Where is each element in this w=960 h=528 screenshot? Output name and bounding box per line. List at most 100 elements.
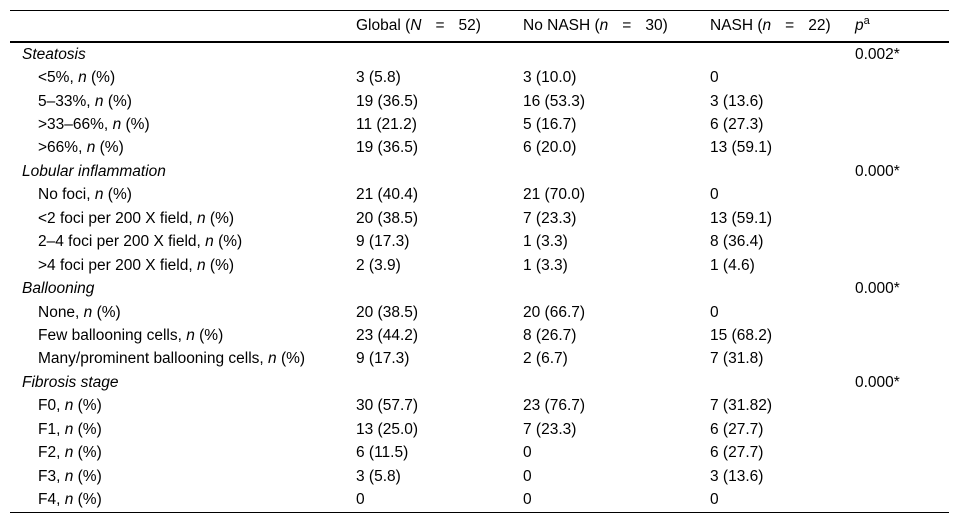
row-label: F2, n (%): [10, 444, 356, 462]
row-label-suffix: (%): [73, 491, 102, 509]
row-label: Steatosis: [10, 46, 356, 64]
header-col-no-nash: No NASH (n = 30): [523, 17, 710, 35]
row-label-var: n: [94, 186, 104, 204]
row-label-text: >66%,: [38, 139, 87, 157]
row-label-text: >4 foci per 200 X field,: [38, 256, 197, 274]
cell-no-nash: 0: [523, 491, 532, 509]
table-header-row: Global (N = 52) No NASH (n = 30) NASH (n = 22)…: [10, 11, 949, 43]
table-row: None, n (%) 20 (38.5) 20 (66.7) 0: [10, 301, 949, 324]
cell-nash: 3 (13.6): [710, 92, 764, 110]
table-row: F3, n (%) 3 (5.8) 0 3 (13.6): [10, 465, 949, 488]
equals-sign: =: [622, 17, 632, 34]
table-row: <5%, n (%) 3 (5.8) 3 (10.0) 0: [10, 66, 949, 89]
row-label: <2 foci per 200 X field, n (%): [10, 210, 356, 228]
row-label-var: n: [64, 467, 74, 485]
row-label: >4 foci per 200 X field, n (%): [10, 257, 356, 275]
header-global-text: Global (: [356, 17, 411, 34]
row-label-text: F4,: [38, 491, 65, 509]
cell-no-nash: 0: [523, 467, 532, 485]
row-label-suffix: (%): [92, 303, 121, 321]
row-label-suffix: (%): [103, 186, 132, 204]
header-nash-n: 22): [808, 17, 831, 34]
table-row: No foci, n (%) 21 (40.4) 21 (70.0) 0: [10, 184, 949, 207]
equals-sign: =: [785, 17, 795, 34]
cell-global: 3 (5.8): [356, 467, 401, 485]
row-label: >33–66%, n (%): [10, 116, 356, 134]
table-row: Steatosis 0.002*: [10, 43, 949, 66]
row-label-suffix: (%): [73, 397, 102, 415]
cell-nash: 6 (27.3): [710, 116, 764, 134]
cell-nash: 15 (68.2): [710, 326, 773, 344]
cell-global: 20 (38.5): [356, 209, 419, 227]
row-label-suffix: (%): [103, 92, 132, 110]
header-nash-var: n: [762, 17, 772, 34]
cell-no-nash: 1 (3.3): [523, 233, 568, 251]
header-col-nash: NASH (n = 22): [710, 17, 855, 35]
table-body: Steatosis 0.002* <5%, n (%) 3 (5.8) 3 (1…: [10, 43, 949, 512]
cell-global: 30 (57.7): [356, 397, 419, 415]
row-label-var: n: [112, 116, 122, 134]
row-label: F1, n (%): [10, 421, 356, 439]
row-label: No foci, n (%): [10, 186, 356, 204]
table-row: Few ballooning cells, n (%) 23 (44.2) 8 …: [10, 324, 949, 347]
cell-global: 9 (17.3): [356, 350, 410, 368]
table-row: Lobular inflammation 0.000*: [10, 160, 949, 183]
table-row: >66%, n (%) 19 (36.5) 6 (20.0) 13 (59.1): [10, 137, 949, 160]
row-label-text: F0,: [38, 397, 65, 415]
row-label-text: No foci,: [38, 186, 95, 204]
cell-no-nash: 23 (76.7): [523, 397, 586, 415]
cell-global: 21 (40.4): [356, 186, 419, 204]
header-no-nash-n: 30): [645, 17, 668, 34]
cell-no-nash: 5 (16.7): [523, 116, 577, 134]
row-label-var: n: [94, 92, 104, 110]
row-label-var: n: [196, 209, 206, 227]
header-nash-text: NASH (: [710, 17, 763, 34]
cell-nash: 3 (13.6): [710, 467, 764, 485]
row-label-text: Few ballooning cells,: [38, 326, 187, 344]
row-label-suffix: (%): [73, 467, 102, 485]
row-label-text: Steatosis: [22, 45, 86, 63]
row-label-var: n: [83, 303, 93, 321]
cell-global: 0: [356, 491, 365, 509]
row-label: None, n (%): [10, 304, 356, 322]
row-label: F0, n (%): [10, 397, 356, 415]
row-label-suffix: (%): [194, 326, 224, 344]
row-label-text: F1,: [38, 420, 65, 438]
cell-global: 20 (38.5): [356, 303, 419, 321]
row-label: Ballooning: [10, 280, 356, 298]
row-label-suffix: (%): [276, 350, 306, 368]
cell-p-value: 0.000*: [855, 373, 900, 391]
equals-sign: =: [435, 17, 445, 34]
row-label-text: Lobular inflammation: [22, 162, 166, 180]
cell-no-nash: 2 (6.7): [523, 350, 568, 368]
row-label: >66%, n (%): [10, 139, 356, 157]
row-label-text: >33–66%,: [38, 116, 113, 134]
cell-nash: 6 (27.7): [710, 420, 764, 438]
cell-nash: 1 (4.6): [710, 256, 755, 274]
row-label-var: n: [268, 350, 277, 368]
cell-nash: 6 (27.7): [710, 444, 764, 462]
header-col-global: Global (N = 52): [356, 17, 523, 35]
cell-global: 9 (17.3): [356, 233, 410, 251]
cell-p-value: 0.000*: [855, 162, 900, 180]
table-row: 5–33%, n (%) 19 (36.5) 16 (53.3) 3 (13.6…: [10, 90, 949, 113]
cell-global: 3 (5.8): [356, 69, 401, 87]
row-label-var: n: [64, 491, 74, 509]
row-label-var: n: [86, 139, 96, 157]
row-label: F3, n (%): [10, 468, 356, 486]
table-row: >33–66%, n (%) 11 (21.2) 5 (16.7) 6 (27.…: [10, 113, 949, 136]
cell-nash: 7 (31.82): [710, 397, 773, 415]
row-label-var: n: [64, 397, 74, 415]
cell-no-nash: 7 (23.3): [523, 209, 577, 227]
cell-nash: 8 (36.4): [710, 233, 764, 251]
row-label-text: 2–4 foci per 200 X field,: [38, 233, 206, 251]
table-row: 2–4 foci per 200 X field, n (%) 9 (17.3)…: [10, 231, 949, 254]
p-value-symbol: p: [855, 17, 864, 34]
row-label-suffix: (%): [95, 139, 124, 157]
row-label-text: None,: [38, 303, 84, 321]
histology-comparison-table: Global (N = 52) No NASH (n = 30) NASH (n = 22)…: [10, 10, 949, 513]
row-label: <5%, n (%): [10, 69, 356, 87]
row-label-var: n: [64, 444, 74, 462]
table-row: F4, n (%) 0 0 0: [10, 488, 949, 511]
cell-global: 13 (25.0): [356, 420, 419, 438]
